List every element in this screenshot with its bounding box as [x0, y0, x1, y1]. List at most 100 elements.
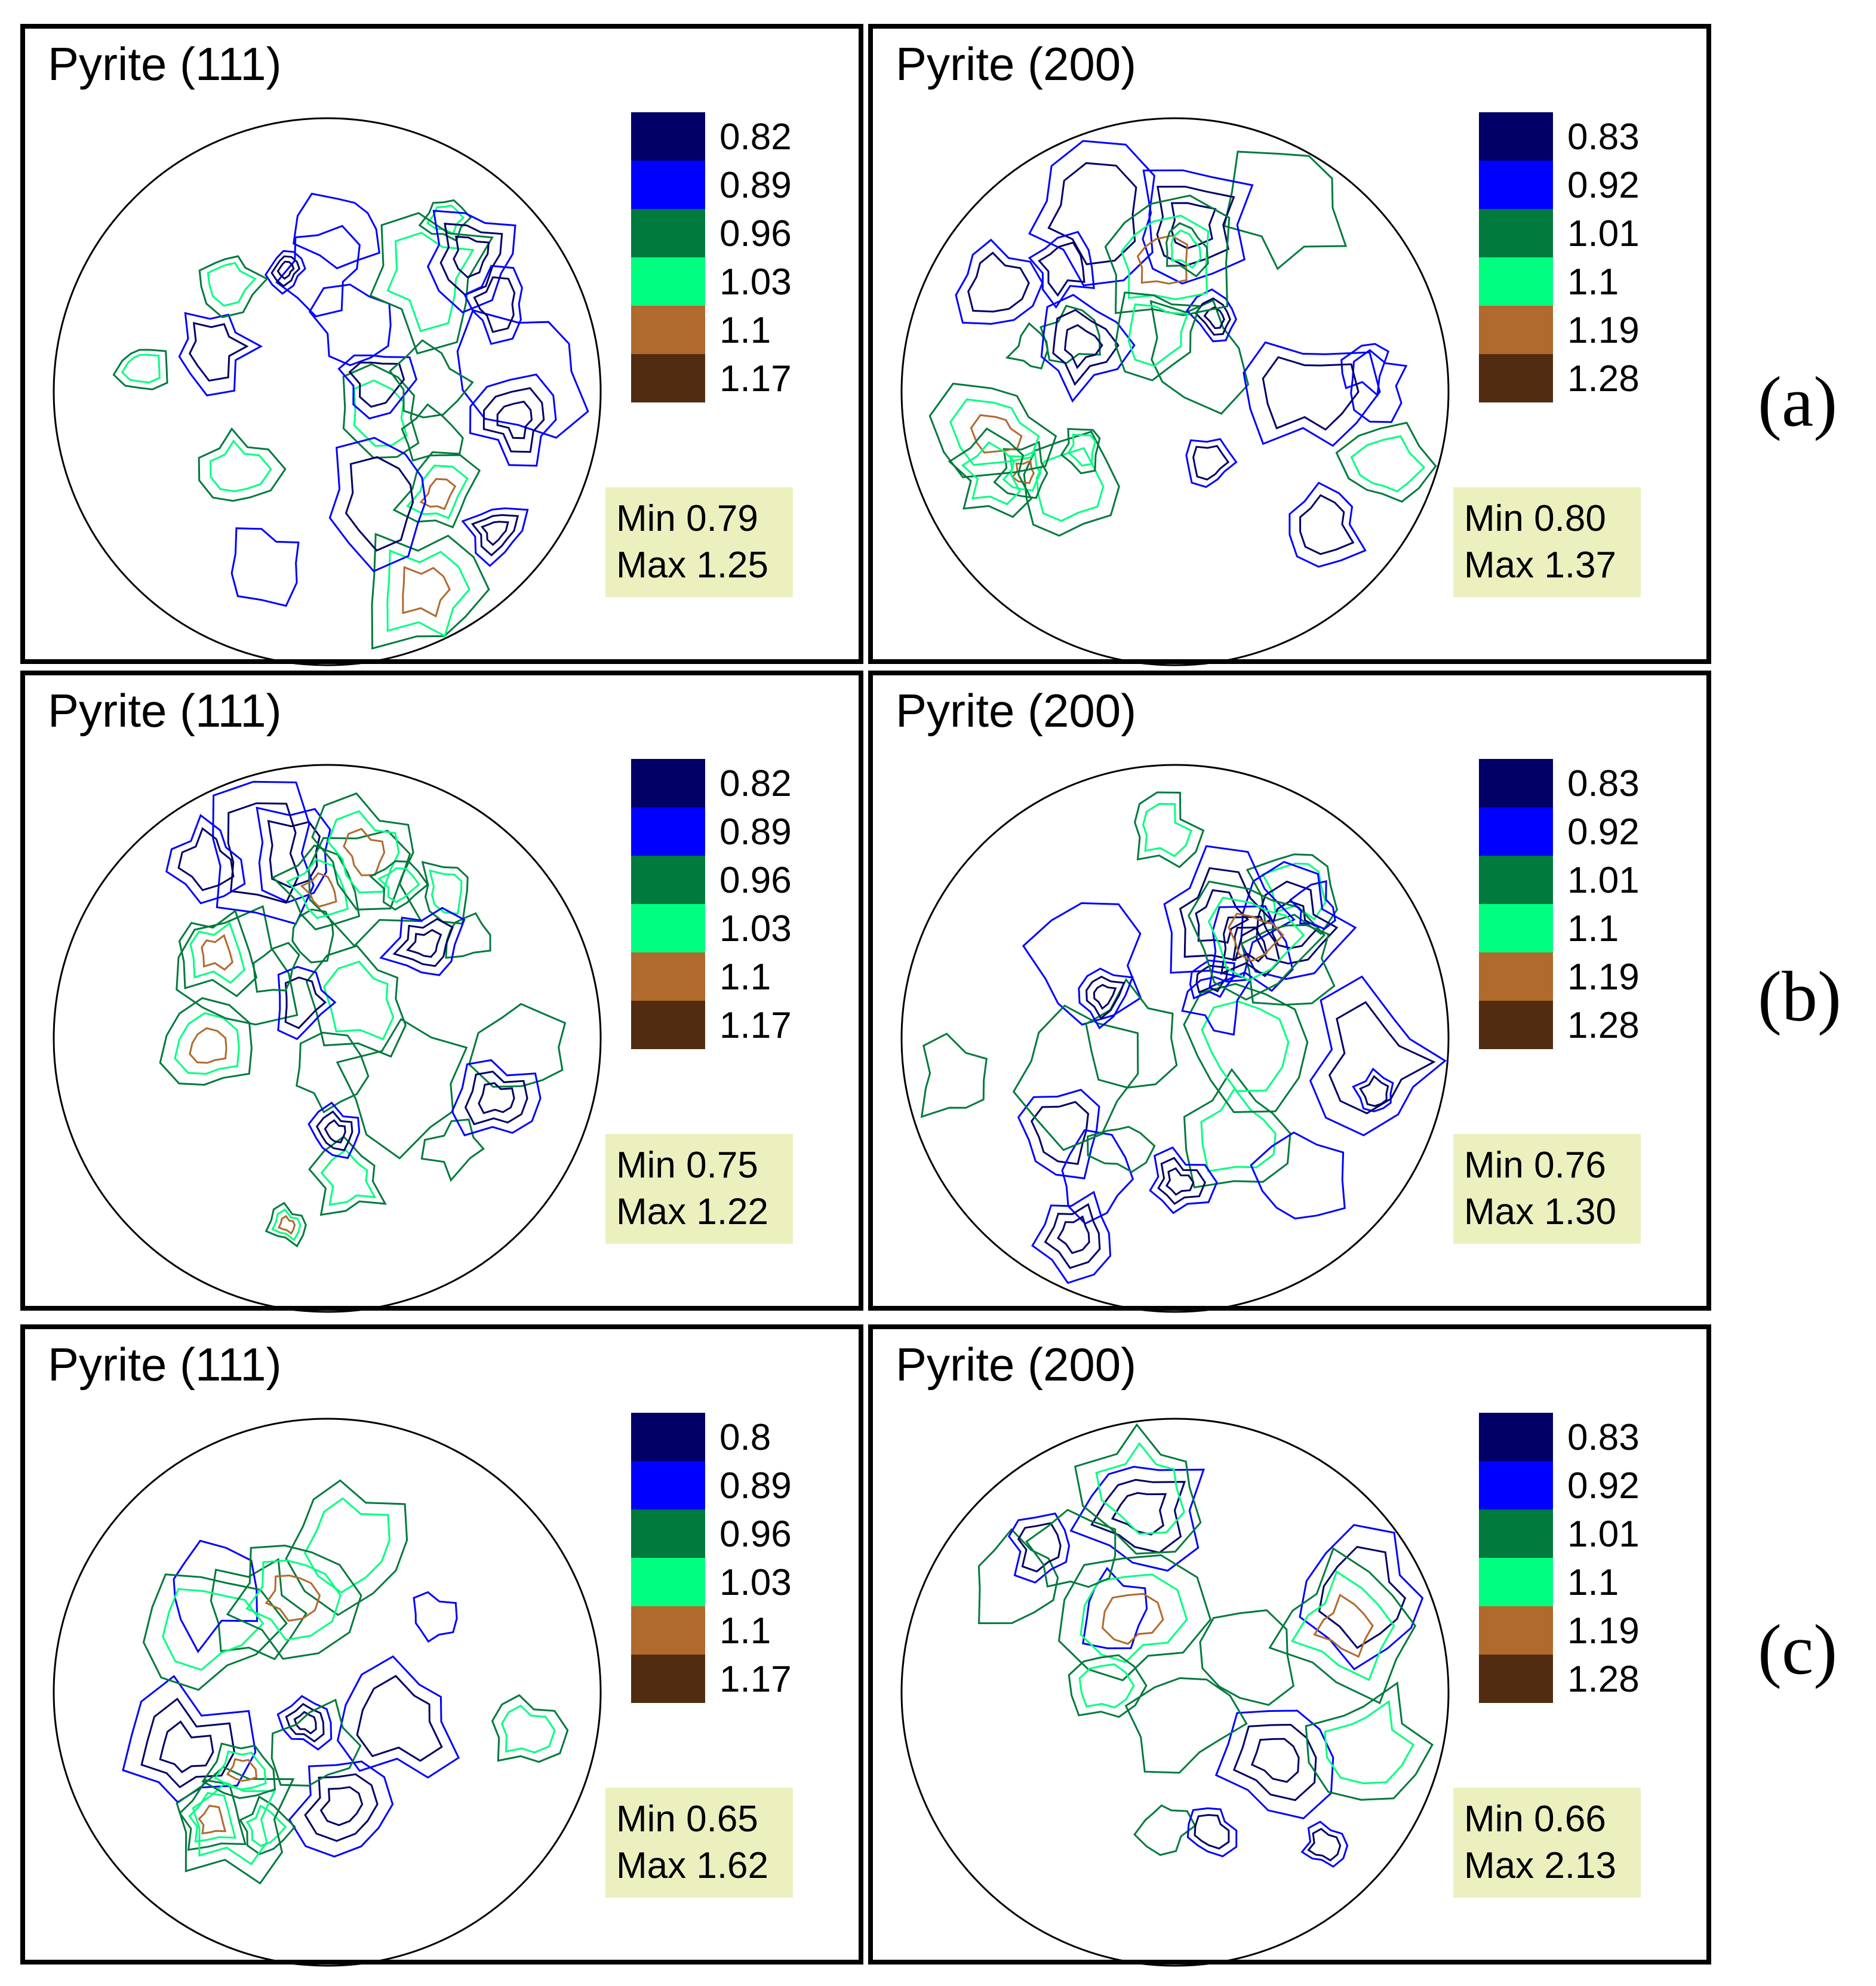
contour-line	[112, 349, 168, 391]
contour-line	[210, 439, 272, 493]
legend-swatch	[1479, 112, 1553, 161]
contour-line	[1165, 222, 1209, 278]
legend-value: 1.17	[719, 358, 792, 399]
legend-swatch	[631, 354, 705, 402]
contour-line	[1017, 1089, 1100, 1180]
contour-line	[1047, 162, 1137, 266]
legend-swatch	[1479, 354, 1553, 402]
contour-line	[142, 1573, 288, 1691]
pole-figure-boundary	[900, 117, 1450, 666]
contour-line	[1245, 853, 1338, 936]
max-value: Max 1.22	[616, 1191, 769, 1232]
contour-line	[463, 265, 523, 345]
contour-line	[371, 533, 490, 650]
legend-value: 1.1	[1567, 1562, 1619, 1603]
contour-line	[210, 1558, 307, 1661]
contour-line	[1203, 306, 1225, 330]
contour-line	[468, 1003, 567, 1088]
contour-line	[1307, 1828, 1342, 1862]
legend-swatch	[1479, 161, 1553, 209]
contour-line	[1134, 791, 1205, 868]
contour-line	[201, 1742, 276, 1799]
contour-line	[178, 312, 263, 396]
panel-title: Pyrite (200)	[896, 38, 1137, 90]
legend-swatch	[1479, 1461, 1553, 1510]
legend-swatch	[631, 856, 705, 904]
contour-line	[140, 1698, 235, 1788]
contour-line	[324, 1119, 346, 1143]
legend-value: 1.03	[719, 262, 792, 303]
contour-line	[1120, 214, 1210, 300]
contour-line	[402, 565, 451, 618]
contour-line	[270, 1698, 362, 1787]
legend-swatch	[1479, 952, 1553, 1001]
contour-line	[1090, 1478, 1186, 1554]
legend-value: 1.1	[719, 1610, 771, 1652]
contour-line	[1268, 1547, 1417, 1705]
contour-line	[429, 869, 463, 915]
contour-line	[461, 507, 529, 567]
contour-line	[392, 451, 481, 528]
min-max-box: Min 0.75 Max 1.22	[605, 1134, 793, 1244]
pole-figure-b-200	[900, 764, 1450, 1313]
legend-value: 1.17	[719, 1005, 792, 1046]
min-value: Min 0.80	[1464, 498, 1606, 539]
min-max-box: Min 0.66 Max 2.13	[1453, 1788, 1641, 1898]
contour-line	[1093, 983, 1117, 1010]
pole-figure-boundary	[53, 117, 602, 666]
panel-title: Pyrite (200)	[896, 684, 1137, 737]
contour-line	[227, 802, 300, 904]
contour-line	[308, 1135, 387, 1216]
panel-title: Pyrite (111)	[48, 1338, 282, 1391]
contour-line	[256, 806, 331, 903]
legend-value: 0.92	[1567, 1465, 1640, 1507]
contour-line	[303, 1497, 390, 1594]
contour-line	[165, 813, 246, 905]
legend-value: 0.83	[1567, 116, 1640, 158]
panel-title: Pyrite (111)	[48, 684, 282, 737]
legend-swatch	[631, 904, 705, 952]
legend-swatch	[631, 1558, 705, 1606]
contour-line	[1044, 1203, 1101, 1269]
contour-line	[308, 283, 392, 367]
contour-line	[369, 212, 494, 355]
contour-line	[174, 1012, 240, 1075]
contour-line	[348, 361, 405, 408]
contour-line	[162, 1588, 265, 1671]
contour-line	[291, 908, 334, 964]
contour-line	[214, 1750, 267, 1791]
min-value: Min 0.76	[1464, 1145, 1606, 1186]
contour-line	[453, 235, 490, 279]
contour-line	[421, 860, 469, 925]
contour-line	[1194, 297, 1231, 336]
contour-line	[1170, 202, 1217, 250]
min-max-box: Min 0.65 Max 1.62	[605, 1788, 793, 1898]
legend-value: 0.96	[719, 1514, 792, 1555]
contour-line	[285, 1702, 325, 1743]
pole-figure-boundary	[53, 764, 602, 1313]
contour-line	[342, 363, 420, 459]
legend-swatch	[631, 209, 705, 257]
contour-line	[1022, 902, 1142, 1026]
contour-line	[1142, 803, 1192, 857]
contour-line	[179, 1779, 247, 1851]
contour-line	[356, 1674, 443, 1762]
contour-line	[288, 1760, 394, 1858]
legend-swatch	[1479, 856, 1553, 904]
contour-line	[413, 1591, 458, 1643]
contour-line	[198, 255, 269, 318]
legend-swatch	[631, 112, 705, 161]
legend-value: 1.19	[1567, 1610, 1640, 1652]
min-value: Min 0.79	[616, 498, 758, 539]
legend-value: 1.03	[719, 908, 792, 949]
contour-line	[336, 1655, 460, 1779]
contour-line	[1127, 303, 1189, 367]
legend-value: 0.96	[719, 213, 792, 254]
pole-figure-a-200	[900, 117, 1450, 666]
contour-line	[1179, 867, 1273, 961]
contour-line	[1028, 230, 1095, 309]
contour-line	[1124, 1677, 1248, 1774]
contour-lines	[112, 192, 589, 650]
contour-line	[1082, 1567, 1148, 1649]
contour-line	[176, 1766, 295, 1885]
